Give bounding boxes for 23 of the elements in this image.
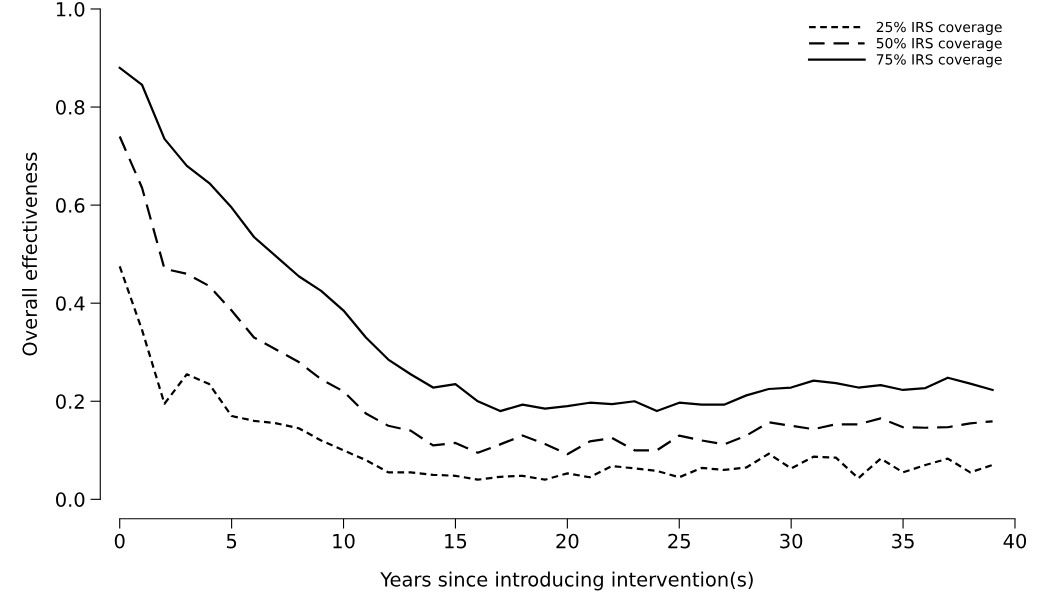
legend-label: 75% IRS coverage: [876, 54, 1002, 68]
x-tick-label: 15: [445, 533, 467, 549]
x-tick-label: 30: [780, 533, 803, 549]
x-tick-label: 5: [226, 533, 237, 549]
x-tick-label: 20: [556, 533, 579, 549]
y-tick-label: 1.0: [56, 1, 85, 17]
y-axis-title: Overall effectiveness: [22, 152, 38, 356]
x-tick-label: 0: [114, 533, 125, 549]
y-tick-label: 0.2: [56, 394, 84, 409]
x-tick-label: 40: [1003, 533, 1027, 549]
x-tick-label: 10: [333, 533, 355, 549]
x-tick-label: 25: [668, 533, 690, 549]
x-tick-label: 35: [892, 533, 914, 549]
y-tick-label: 0.6: [56, 198, 85, 213]
x-axis-title: Years since introducing intervention(s): [380, 571, 753, 591]
legend-label: 25% IRS coverage: [876, 21, 1002, 35]
line-series: [118, 265, 994, 481]
y-tick-label: 0.8: [56, 100, 85, 115]
y-tick-label: 0.0: [56, 492, 85, 507]
legend-label: 50% IRS coverage: [876, 37, 1002, 52]
line-series: [118, 66, 994, 413]
line-series: [118, 135, 994, 456]
y-tick-label: 0.4: [56, 296, 85, 311]
